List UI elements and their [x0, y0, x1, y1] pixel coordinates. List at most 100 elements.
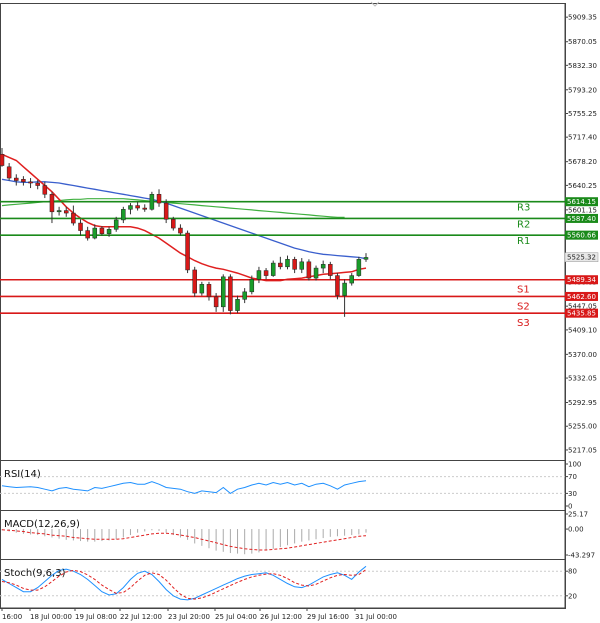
level-price-tag [565, 275, 598, 285]
indicator-tick-label: 0 [568, 503, 572, 511]
price-tick-label: 5793.20 [568, 86, 597, 94]
time-tick-label: 19 Jul 08:00 [75, 613, 117, 621]
price-tick-label: 5717.40 [568, 134, 597, 142]
candle [85, 230, 90, 239]
candle [63, 210, 69, 214]
candle [242, 291, 247, 300]
candle [228, 276, 233, 311]
candle [206, 284, 212, 298]
candle [49, 194, 55, 213]
candle [163, 202, 169, 220]
candle [235, 299, 240, 311]
macd-panel: 25.17 0.00 -43.297 MACD(12,26,9) [0, 510, 595, 560]
level-price-tag [565, 230, 598, 240]
level-price-tag [565, 213, 598, 223]
candle [335, 275, 340, 296]
price-tick-label: 5909.35 [568, 14, 597, 22]
candle [142, 207, 147, 210]
candle [270, 262, 276, 276]
candle [6, 166, 12, 179]
time-tick-label: 18 Jul 00:00 [30, 613, 72, 621]
candle [56, 210, 62, 213]
candle [299, 261, 305, 270]
indicator-tick-label: 80 [568, 568, 577, 576]
candle [249, 279, 255, 293]
price-tick-label: 5640.25 [568, 182, 597, 190]
indicator-tick-label: 100 [568, 461, 581, 469]
price-tick-label: 5409.10 [568, 326, 597, 334]
candle [171, 219, 176, 229]
candle [328, 264, 333, 276]
main-frame [0, 3, 566, 461]
price-tick-label: 5870.05 [568, 38, 597, 46]
level-price-tag [565, 197, 598, 207]
level-label-s1: S1 [517, 285, 530, 296]
price-tick-label: 5447.05 [568, 303, 597, 311]
stoch-k-line [1, 565, 367, 601]
candle [28, 181, 33, 184]
price-tick-label: 5755.25 [568, 110, 597, 118]
stoch-d-line [1, 569, 367, 600]
candle [199, 284, 205, 294]
stoch-panel-label: Stoch(9,6,3) [4, 568, 66, 579]
indicator-tick-label: -43.297 [568, 552, 595, 560]
candle [78, 222, 83, 231]
price-tick-label: 5678.20 [568, 158, 597, 166]
level-price-tag [565, 291, 598, 301]
time-tick-label: 16:00 [2, 613, 22, 621]
candle [356, 259, 362, 276]
stoch-panel: 80 20 Stoch(9,6,3) [0, 559, 577, 609]
sma-fast-line [1, 153, 367, 282]
candle [113, 219, 119, 230]
candle [256, 270, 262, 280]
sma-slow-line [1, 178, 367, 260]
candle [306, 261, 312, 279]
macd-signal-line [1, 529, 367, 551]
level-price-label: 5587.40 [567, 215, 596, 223]
level-price-label: 5489.34 [567, 276, 596, 284]
indicator-tick-label: 70 [568, 473, 577, 481]
time-tick-label: 29 Jul 16:00 [307, 613, 349, 621]
indicator-tick-label: 0.00 [568, 526, 584, 534]
candle [106, 229, 112, 234]
candle [192, 269, 197, 294]
level-price-label: 5614.15 [567, 198, 596, 206]
price-tick-label: 5370.00 [568, 351, 597, 359]
indicator-tick-label: 30 [568, 490, 577, 498]
candle [363, 257, 369, 260]
level-label-s3: S3 [517, 318, 530, 329]
sma-long-line [1, 198, 345, 218]
candle [349, 275, 354, 284]
price-tick-label: 5292.95 [568, 399, 597, 407]
main-price-panel: 5909.35 5870.05 5832.30 5793.20 5755.25 5717.… [0, 1, 599, 461]
level-label-r3: R3 [517, 203, 530, 214]
candle [92, 227, 98, 239]
level-label-s2: S2 [517, 301, 530, 312]
current-price-tag [564, 252, 599, 262]
time-axis: 16:00 18 Jul 00:00 19 Jul 08:00 22 Jul 12:0… [0, 607, 565, 621]
time-tick-label: 22 Jul 12:00 [120, 613, 162, 621]
level-label-r2: R2 [517, 219, 530, 230]
candle [263, 270, 269, 276]
rsi-panel: 100 70 30 0 RSI(14) [0, 460, 581, 511]
level-label-r1: R1 [517, 236, 530, 247]
candle [99, 227, 105, 234]
rsi-panel-label: RSI(14) [4, 469, 41, 480]
rsi-panel-frame [0, 460, 566, 511]
candle [285, 259, 290, 268]
candle [42, 185, 48, 195]
candle [149, 194, 155, 210]
current-price-label: 5525.32 [567, 254, 596, 262]
stoch-panel-frame [0, 559, 566, 609]
candle [121, 209, 126, 221]
candle [128, 205, 133, 210]
time-tick-label: 31 Jul 00:00 [355, 613, 397, 621]
candle [313, 267, 319, 279]
price-tick-label: 5601.15 [568, 206, 597, 214]
rsi-line [1, 480, 367, 495]
candle [156, 194, 162, 204]
candle [221, 276, 226, 308]
candle [342, 282, 347, 296]
indicator-tick-label: 25.17 [568, 511, 588, 519]
